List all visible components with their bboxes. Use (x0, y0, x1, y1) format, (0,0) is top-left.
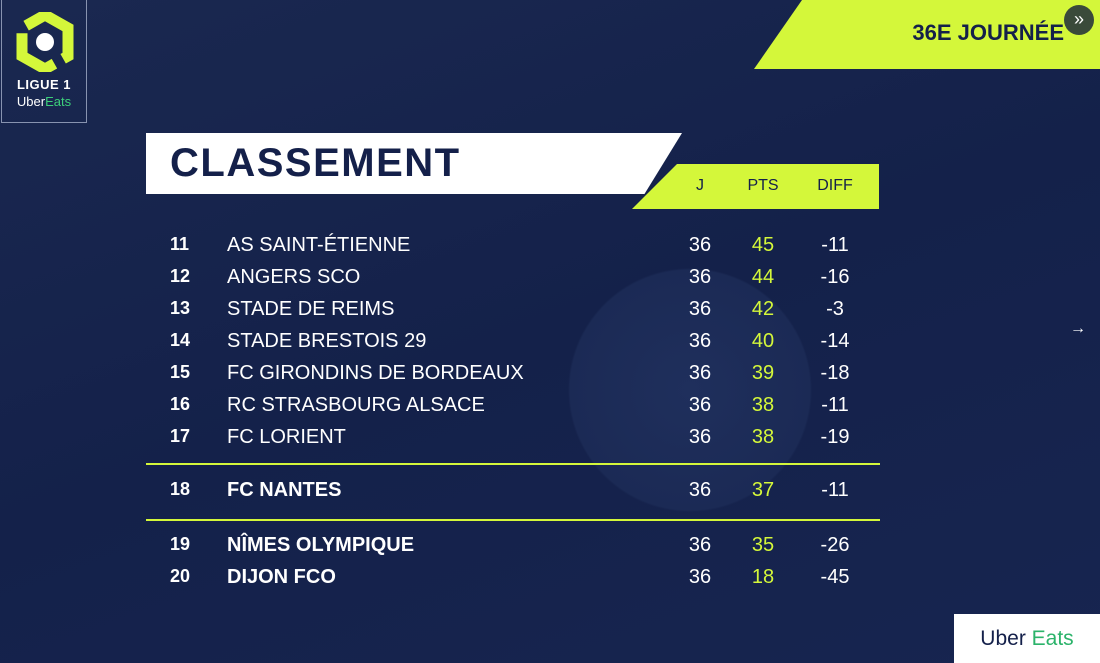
matchday-banner: 36E JOURNÉE (754, 0, 1100, 69)
cell-j: 36 (688, 330, 712, 352)
table-row: 12 ANGERS SCO 36 44 -16 (170, 262, 880, 292)
cell-team: STADE BRESTOIS 29 (227, 330, 427, 352)
cell-j: 36 (688, 479, 712, 501)
cell-pts: 39 (751, 362, 775, 384)
ligue1-hexagon-icon (16, 12, 74, 72)
cell-diff: -18 (820, 362, 850, 384)
table-row: 18 FC NANTES 36 37 -11 (170, 475, 880, 505)
page-title: CLASSEMENT (170, 141, 461, 185)
cell-rank: 15 (170, 362, 191, 382)
table-row: 19 NÎMES OLYMPIQUE 36 35 -26 (170, 530, 880, 560)
cell-j: 36 (688, 266, 712, 288)
cell-diff: -19 (820, 426, 850, 448)
cell-pts: 18 (751, 566, 775, 588)
logo-sponsor: UberEats (16, 94, 72, 109)
matchday-label: 36E JOURNÉE (912, 20, 1064, 45)
cell-team: FC LORIENT (227, 426, 346, 448)
cell-rank: 16 (170, 394, 191, 414)
cell-rank: 17 (170, 426, 191, 446)
cell-rank: 20 (170, 566, 191, 586)
divider (146, 463, 880, 465)
cell-pts: 45 (751, 234, 775, 256)
cell-diff: -11 (821, 234, 849, 256)
cell-j: 36 (688, 426, 712, 448)
cell-pts: 38 (751, 394, 775, 416)
table-row: 15 FC GIRONDINS DE BORDEAUX 36 39 -18 (170, 358, 880, 388)
table-row: 17 FC LORIENT 36 38 -19 (170, 422, 880, 452)
cell-j: 36 (688, 298, 712, 320)
cell-j: 36 (688, 362, 712, 384)
cell-team: FC NANTES (227, 479, 342, 501)
double-chevron-right-icon[interactable]: » (1064, 5, 1094, 35)
page-title-banner: CLASSEMENT (146, 133, 682, 194)
cell-pts: 44 (751, 266, 775, 288)
table-row: 16 RC STRASBOURG ALSACE 36 38 -11 (170, 390, 880, 420)
logo-text: LIGUE 1 (16, 77, 72, 92)
cell-pts: 38 (751, 426, 775, 448)
cell-pts: 35 (751, 534, 775, 556)
column-headers: J PTS DIFF (632, 164, 879, 209)
cell-team: DIJON FCO (227, 566, 336, 588)
cell-diff: -11 (821, 479, 849, 501)
table-row: 11 AS SAINT-ÉTIENNE 36 45 -11 (170, 230, 880, 260)
cell-pts: 42 (751, 298, 775, 320)
cell-pts: 40 (751, 330, 775, 352)
cell-j: 36 (688, 566, 712, 588)
arrow-right-icon[interactable]: → (1070, 320, 1086, 337)
cell-j: 36 (688, 234, 712, 256)
cell-team: RC STRASBOURG ALSACE (227, 394, 485, 416)
uber-eats-logo: Uber Eats (954, 614, 1100, 663)
cell-diff: -16 (820, 266, 850, 288)
cell-diff: -11 (821, 394, 849, 416)
cell-team: AS SAINT-ÉTIENNE (227, 234, 411, 256)
cell-team: ANGERS SCO (227, 266, 361, 288)
cell-j: 36 (688, 394, 712, 416)
cell-diff: -14 (820, 330, 850, 352)
ligue1-logo: LIGUE 1 UberEats (1, 0, 87, 123)
cell-team: NÎMES OLYMPIQUE (227, 534, 415, 556)
cell-rank: 13 (170, 298, 191, 318)
cell-diff: -3 (826, 298, 844, 320)
cell-rank: 12 (170, 266, 191, 286)
col-pts: PTS (747, 177, 779, 194)
table-row: 14 STADE BRESTOIS 29 36 40 -14 (170, 326, 880, 356)
col-j: J (696, 177, 704, 194)
table-row: 20 DIJON FCO 36 18 -45 (170, 562, 880, 592)
divider (146, 519, 880, 521)
cell-j: 36 (688, 534, 712, 556)
cell-pts: 37 (751, 479, 775, 501)
cell-rank: 18 (170, 479, 191, 499)
cell-diff: -26 (820, 534, 850, 556)
cell-rank: 11 (170, 234, 190, 254)
cell-diff: -45 (820, 566, 850, 588)
cell-rank: 14 (170, 330, 191, 350)
cell-team: STADE DE REIMS (227, 298, 395, 320)
col-diff: DIFF (817, 177, 853, 194)
cell-team: FC GIRONDINS DE BORDEAUX (227, 362, 524, 384)
table-row: 13 STADE DE REIMS 36 42 -3 (170, 294, 880, 324)
cell-rank: 19 (170, 534, 191, 554)
